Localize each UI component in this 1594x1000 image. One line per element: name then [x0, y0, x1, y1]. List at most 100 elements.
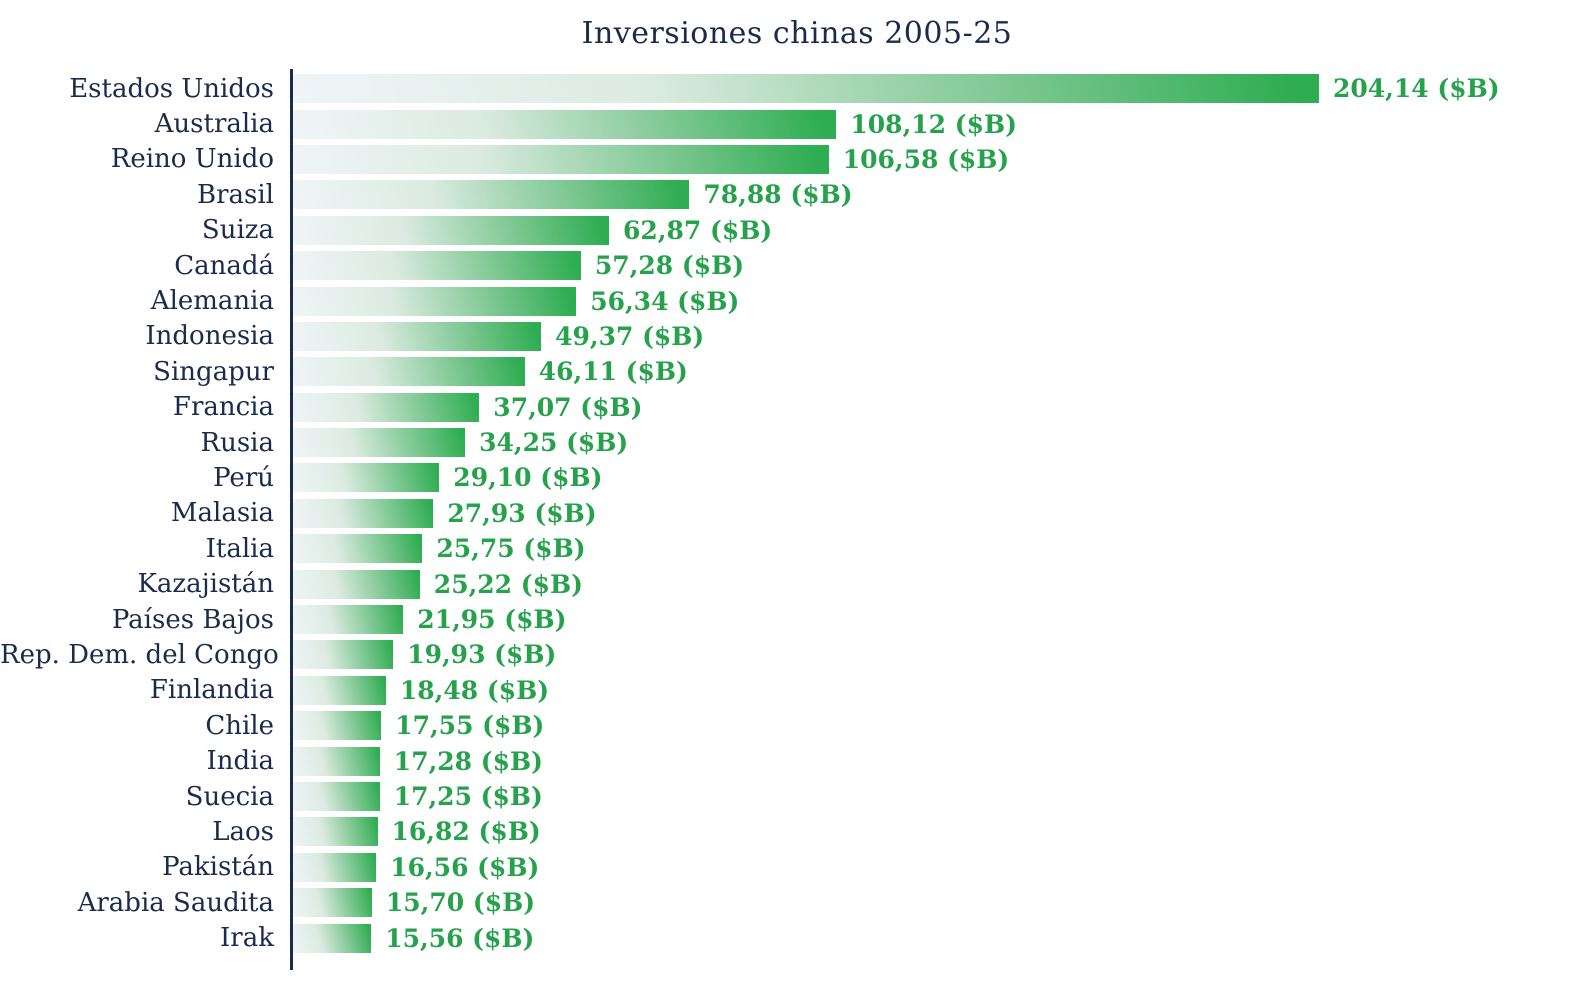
bar-track: 34,25 ($B) — [290, 425, 1594, 460]
category-label: Pakistán — [162, 852, 274, 883]
bar-track: 204,14 ($B) — [290, 71, 1594, 106]
bar-track: 57,28 ($B) — [290, 248, 1594, 283]
bar — [293, 74, 1319, 104]
bar-track: 21,95 ($B) — [290, 602, 1594, 637]
chart-row: Irak 15,56 ($B) — [0, 920, 1594, 955]
bar-track: 17,25 ($B) — [290, 779, 1594, 814]
category-label: Irak — [220, 923, 274, 954]
value-label: 46,11 ($B) — [538, 357, 688, 387]
chart-row: Perú 29,10 ($B) — [0, 460, 1594, 495]
category-label: Arabia Saudita — [77, 887, 274, 918]
chart-row: Australia 108,12 ($B) — [0, 106, 1594, 141]
value-label: 204,14 ($B) — [1333, 74, 1500, 104]
bar — [293, 144, 829, 174]
chart-row: Brasil 78,88 ($B) — [0, 177, 1594, 212]
bar-chart: Estados Unidos 204,14 ($B) Australia 108… — [0, 69, 1594, 970]
bar — [293, 569, 420, 599]
value-label: 18,48 ($B) — [399, 675, 550, 705]
bar-track: 17,28 ($B) — [290, 743, 1594, 778]
chart-row: Malasia 27,93 ($B) — [0, 496, 1594, 531]
bar — [293, 392, 480, 422]
bar — [293, 357, 525, 387]
bar — [293, 534, 423, 564]
category-label: Laos — [212, 816, 274, 847]
chart-row: Rusia 34,25 ($B) — [0, 425, 1594, 460]
bar-track: 29,10 ($B) — [290, 460, 1594, 495]
bar-track: 27,93 ($B) — [290, 496, 1594, 531]
chart-row: Indonesia 49,37 ($B) — [0, 319, 1594, 354]
value-label: 17,28 ($B) — [393, 746, 543, 776]
bar — [293, 251, 581, 281]
chart-row: India 17,28 ($B) — [0, 743, 1594, 778]
category-label: Estados Unidos — [69, 73, 274, 104]
bar-track: 17,55 ($B) — [290, 708, 1594, 743]
chart-row: Arabia Saudita 15,70 ($B) — [0, 885, 1594, 920]
value-label: 17,25 ($B) — [393, 782, 543, 811]
chart-row: Suiza 62,87 ($B) — [0, 213, 1594, 248]
chart-row: Chile 17,55 ($B) — [0, 708, 1594, 743]
category-label: Italia — [205, 533, 274, 564]
category-label: Indonesia — [145, 321, 274, 352]
value-label: 56,34 ($B) — [590, 286, 740, 316]
value-label: 15,56 ($B) — [385, 923, 535, 953]
bar — [293, 675, 386, 705]
category-label: Singapur — [153, 356, 274, 387]
bar — [293, 605, 404, 635]
bar — [293, 817, 378, 847]
chart-row: Francia 37,07 ($B) — [0, 390, 1594, 425]
chart-rows: Estados Unidos 204,14 ($B) Australia 108… — [0, 71, 1594, 956]
value-label: 29,10 ($B) — [453, 463, 603, 493]
chart-row: Kazajistán 25,22 ($B) — [0, 566, 1594, 601]
category-label: Canadá — [174, 250, 274, 281]
bar-track: 15,56 ($B) — [290, 920, 1594, 955]
chart-row: Suecia 17,25 ($B) — [0, 779, 1594, 814]
category-label: Rep. Dem. del Congo — [0, 639, 279, 670]
bar — [293, 746, 380, 776]
value-label: 21,95 ($B) — [417, 605, 567, 635]
category-label: Malasia — [170, 498, 274, 529]
bar-track: 25,22 ($B) — [290, 566, 1594, 601]
chart-title: Inversiones chinas 2005-25 — [581, 16, 1013, 51]
bar — [293, 640, 394, 670]
category-label: Kazajistán — [137, 569, 274, 600]
bar — [293, 782, 380, 811]
value-label: 78,88 ($B) — [703, 180, 853, 210]
bar-track: 49,37 ($B) — [290, 319, 1594, 354]
category-label: Francia — [172, 392, 274, 423]
value-label: 27,93 ($B) — [447, 498, 597, 528]
chart-row: Estados Unidos 204,14 ($B) — [0, 71, 1594, 106]
page: Inversiones chinas 2005-25 Estados Unido… — [0, 16, 1594, 1000]
category-label: Suecia — [185, 781, 274, 812]
category-label: Países Bajos — [111, 604, 274, 635]
value-label: 108,12 ($B) — [850, 109, 1017, 139]
value-label: 16,56 ($B) — [390, 852, 540, 882]
bar-track: 16,82 ($B) — [290, 814, 1594, 849]
category-label: Brasil — [196, 179, 274, 210]
bar — [293, 888, 372, 918]
bar — [293, 463, 440, 493]
bar-track: 62,87 ($B) — [290, 213, 1594, 248]
chart-row: Países Bajos 21,95 ($B) — [0, 602, 1594, 637]
bar — [293, 711, 382, 741]
bar-track: 15,70 ($B) — [290, 885, 1594, 920]
bar-track: 37,07 ($B) — [290, 390, 1594, 425]
bar — [293, 321, 542, 351]
value-label: 15,70 ($B) — [385, 888, 536, 918]
category-label: Reino Unido — [110, 144, 274, 175]
value-label: 17,55 ($B) — [395, 711, 545, 741]
category-label: Rusia — [200, 427, 274, 458]
value-label: 62,87 ($B) — [623, 215, 773, 245]
chart-row: Pakistán 16,56 ($B) — [0, 850, 1594, 885]
bar-track: 46,11 ($B) — [290, 354, 1594, 389]
bar-track: 108,12 ($B) — [290, 106, 1594, 141]
bar — [293, 180, 690, 210]
bar-track: 56,34 ($B) — [290, 283, 1594, 318]
value-label: 25,75 ($B) — [436, 534, 586, 564]
category-label: Suiza — [201, 215, 274, 246]
category-label: India — [206, 746, 274, 777]
chart-row: Rep. Dem. del Congo 19,93 ($B) — [0, 637, 1594, 672]
bar-track: 16,56 ($B) — [290, 850, 1594, 885]
chart-row: Italia 25,75 ($B) — [0, 531, 1594, 566]
value-label: 16,82 ($B) — [391, 817, 541, 847]
bar — [293, 215, 609, 245]
